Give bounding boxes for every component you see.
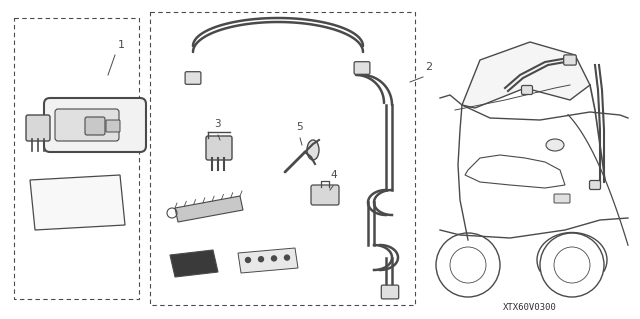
FancyBboxPatch shape <box>522 85 532 94</box>
Ellipse shape <box>307 140 319 160</box>
Ellipse shape <box>546 139 564 151</box>
FancyBboxPatch shape <box>589 181 600 189</box>
Text: 5: 5 <box>296 122 303 132</box>
FancyBboxPatch shape <box>185 72 201 84</box>
Polygon shape <box>170 250 218 277</box>
Circle shape <box>246 257 250 263</box>
FancyBboxPatch shape <box>554 194 570 203</box>
Polygon shape <box>238 248 298 273</box>
FancyBboxPatch shape <box>311 185 339 205</box>
Text: XTX60V0300: XTX60V0300 <box>503 303 557 313</box>
Bar <box>150 12 415 305</box>
Bar <box>14 18 139 299</box>
Circle shape <box>285 255 289 260</box>
Polygon shape <box>175 196 243 222</box>
FancyBboxPatch shape <box>206 136 232 160</box>
FancyBboxPatch shape <box>26 115 50 141</box>
Circle shape <box>259 257 264 262</box>
Text: 1: 1 <box>118 40 125 50</box>
Circle shape <box>271 256 276 261</box>
Text: 3: 3 <box>214 119 221 129</box>
Text: 4: 4 <box>330 170 337 180</box>
FancyBboxPatch shape <box>564 55 576 65</box>
Polygon shape <box>30 175 125 230</box>
FancyBboxPatch shape <box>381 285 399 299</box>
Text: 2: 2 <box>425 62 432 72</box>
Polygon shape <box>462 42 590 108</box>
FancyBboxPatch shape <box>85 117 105 135</box>
FancyBboxPatch shape <box>44 98 146 152</box>
FancyBboxPatch shape <box>55 109 119 141</box>
FancyBboxPatch shape <box>106 120 120 132</box>
FancyBboxPatch shape <box>354 62 370 74</box>
